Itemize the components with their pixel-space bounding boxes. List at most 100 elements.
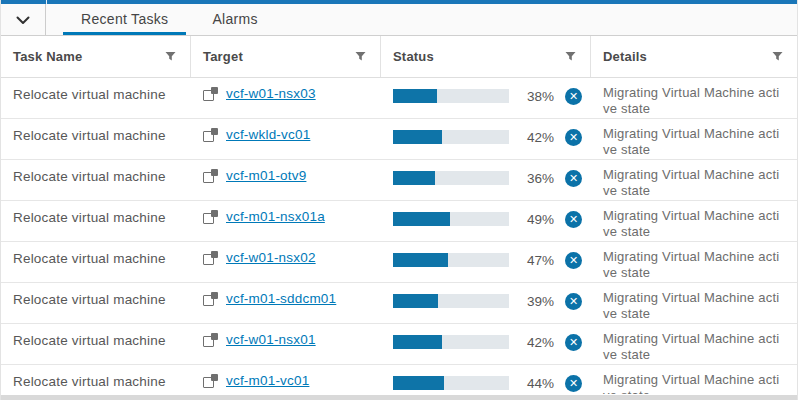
progress-bar (393, 89, 509, 103)
details-cell: Migrating Virtual Machine active state (591, 119, 797, 159)
recent-tasks-panel: Recent Tasks Alarms Task Name Target Sta… (0, 0, 798, 400)
status-cell: 49% ✕ (381, 201, 591, 231)
progress-bar-fill (393, 294, 438, 308)
table-row: Relocate virtual machine vcf-m01-nsx01a … (1, 201, 797, 242)
virtual-machine-icon (203, 251, 219, 266)
task-name-cell: Relocate virtual machine (1, 201, 191, 241)
column-header-details: Details (591, 36, 797, 77)
progress-percent-label: 44% (512, 376, 554, 391)
progress-bar-fill (393, 130, 442, 144)
task-name-cell: Relocate virtual machine (1, 78, 191, 118)
table-row: Relocate virtual machine vcf-m01-otv9 36… (1, 160, 797, 201)
filter-icon[interactable] (165, 51, 176, 62)
cancel-task-icon[interactable]: ✕ (565, 88, 582, 105)
progress-bar (393, 253, 509, 267)
virtual-machine-icon (203, 169, 219, 184)
tab-list: Recent Tasks Alarms (59, 4, 280, 35)
progress-bar-fill (393, 253, 448, 267)
panel-bottom-edge (1, 394, 797, 400)
details-cell: Migrating Virtual Machine active state (591, 160, 797, 200)
tasks-alarms-tabbar: Recent Tasks Alarms (1, 4, 797, 36)
status-cell: 38% ✕ (381, 78, 591, 108)
virtual-machine-icon (203, 87, 219, 102)
task-rows: Relocate virtual machine vcf-w01-nsx03 3… (1, 78, 797, 400)
table-row: Relocate virtual machine vcf-w01-nsx03 3… (1, 78, 797, 119)
cancel-task-icon[interactable]: ✕ (565, 293, 582, 310)
progress-bar-fill (393, 376, 444, 390)
filter-icon[interactable] (355, 51, 366, 62)
status-cell: 44% ✕ (381, 365, 591, 395)
progress-percent-label: 36% (512, 171, 554, 186)
column-header-task-name-label: Task Name (13, 49, 83, 64)
cancel-task-icon[interactable]: ✕ (565, 170, 582, 187)
target-cell: vcf-wkld-vc01 (191, 119, 381, 159)
virtual-machine-icon (203, 374, 219, 389)
target-link[interactable]: vcf-w01-nsx03 (226, 86, 316, 101)
target-link[interactable]: vcf-wkld-vc01 (226, 127, 310, 142)
target-cell: vcf-w01-nsx02 (191, 242, 381, 282)
cancel-task-icon[interactable]: ✕ (565, 375, 582, 392)
status-cell: 47% ✕ (381, 242, 591, 272)
task-name-cell: Relocate virtual machine (1, 283, 191, 323)
target-cell: vcf-m01-nsx01a (191, 201, 381, 241)
cancel-task-icon[interactable]: ✕ (565, 211, 582, 228)
progress-percent-label: 39% (512, 294, 554, 309)
target-link[interactable]: vcf-m01-otv9 (226, 168, 306, 183)
tab-alarms[interactable]: Alarms (190, 4, 279, 35)
details-cell: Migrating Virtual Machine active state (591, 283, 797, 323)
target-link[interactable]: vcf-w01-nsx02 (226, 250, 316, 265)
cancel-task-icon[interactable]: ✕ (565, 252, 582, 269)
status-cell: 39% ✕ (381, 283, 591, 313)
details-cell: Migrating Virtual Machine active state (591, 201, 797, 241)
progress-bar (393, 171, 509, 185)
column-header-task-name: Task Name (1, 36, 191, 77)
chevron-down-icon (16, 11, 30, 29)
target-cell: vcf-m01-otv9 (191, 160, 381, 200)
status-cell: 42% ✕ (381, 324, 591, 354)
column-header-details-label: Details (603, 49, 647, 64)
column-header-target-label: Target (203, 49, 243, 64)
target-cell: vcf-w01-nsx03 (191, 78, 381, 118)
status-cell: 36% ✕ (381, 160, 591, 190)
virtual-machine-icon (203, 210, 219, 225)
column-header-target: Target (191, 36, 381, 77)
cancel-task-icon[interactable]: ✕ (565, 334, 582, 351)
task-name-cell: Relocate virtual machine (1, 119, 191, 159)
table-row: Relocate virtual machine vcf-m01-sddcm01… (1, 283, 797, 324)
filter-icon[interactable] (565, 51, 576, 62)
virtual-machine-icon (203, 128, 219, 143)
tab-recent-tasks[interactable]: Recent Tasks (59, 4, 190, 35)
target-link[interactable]: vcf-w01-nsx01 (226, 332, 316, 347)
table-header: Task Name Target Status Details (1, 36, 797, 78)
tab-recent-tasks-label: Recent Tasks (81, 11, 168, 27)
status-cell: 42% ✕ (381, 119, 591, 149)
progress-bar (393, 335, 509, 349)
details-cell: Migrating Virtual Machine active state (591, 78, 797, 118)
bottom-scroll-track[interactable] (1, 395, 797, 400)
target-link[interactable]: vcf-m01-vc01 (226, 373, 309, 388)
column-header-status-label: Status (393, 49, 434, 64)
progress-bar (393, 212, 509, 226)
progress-bar-fill (393, 171, 435, 185)
progress-percent-label: 47% (512, 253, 554, 268)
filter-icon[interactable] (772, 51, 783, 62)
progress-bar (393, 376, 509, 390)
progress-bar-fill (393, 335, 442, 349)
virtual-machine-icon (203, 333, 219, 348)
collapse-panel-button[interactable] (1, 4, 46, 35)
progress-percent-label: 49% (512, 212, 554, 227)
target-link[interactable]: vcf-m01-sddcm01 (226, 291, 336, 306)
progress-percent-label: 42% (512, 335, 554, 350)
details-cell: Migrating Virtual Machine active state (591, 242, 797, 282)
progress-percent-label: 42% (512, 130, 554, 145)
target-cell: vcf-w01-nsx01 (191, 324, 381, 364)
progress-bar (393, 130, 509, 144)
progress-percent-label: 38% (512, 89, 554, 104)
target-cell: vcf-m01-sddcm01 (191, 283, 381, 323)
cancel-task-icon[interactable]: ✕ (565, 129, 582, 146)
table-row: Relocate virtual machine vcf-w01-nsx01 4… (1, 324, 797, 365)
progress-bar-fill (393, 212, 450, 226)
target-link[interactable]: vcf-m01-nsx01a (226, 209, 325, 224)
details-cell: Migrating Virtual Machine active state (591, 324, 797, 364)
task-name-cell: Relocate virtual machine (1, 160, 191, 200)
